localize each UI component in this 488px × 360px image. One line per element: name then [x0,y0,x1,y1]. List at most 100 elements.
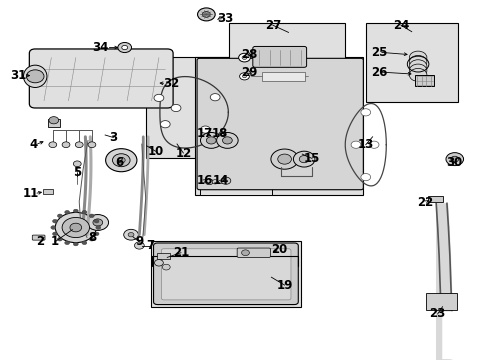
Circle shape [122,45,127,50]
Circle shape [200,126,210,133]
Text: 6: 6 [116,156,123,169]
Circle shape [408,51,426,64]
FancyBboxPatch shape [252,46,306,67]
Text: 1: 1 [51,235,59,248]
Circle shape [368,141,378,148]
Circle shape [242,75,246,78]
Circle shape [94,232,99,236]
Text: 17: 17 [196,127,212,140]
Text: 7: 7 [146,239,154,252]
Circle shape [212,180,218,184]
FancyBboxPatch shape [197,58,363,190]
Circle shape [89,238,94,241]
Text: 2: 2 [36,235,44,248]
Bar [426,293,456,310]
Circle shape [94,219,99,223]
Text: 11: 11 [22,187,39,200]
Circle shape [238,53,250,62]
Text: 8: 8 [88,231,96,244]
Circle shape [62,142,70,148]
Circle shape [70,223,81,232]
Text: 25: 25 [370,46,386,59]
Text: 30: 30 [446,156,462,169]
Text: 14: 14 [212,174,229,187]
Circle shape [134,242,144,249]
FancyBboxPatch shape [145,57,228,158]
Text: 28: 28 [241,48,257,60]
FancyBboxPatch shape [161,249,290,300]
Circle shape [360,109,370,116]
Circle shape [49,142,57,148]
Circle shape [55,212,96,243]
Text: 21: 21 [172,246,189,259]
Text: 16: 16 [196,174,212,187]
FancyBboxPatch shape [157,253,169,259]
Circle shape [51,226,56,229]
FancyBboxPatch shape [29,49,173,108]
Text: 3: 3 [109,131,117,144]
Circle shape [62,217,89,238]
Circle shape [82,211,87,214]
Text: 20: 20 [271,243,287,256]
Circle shape [200,132,222,148]
FancyBboxPatch shape [365,23,457,102]
FancyBboxPatch shape [43,189,53,194]
Circle shape [73,161,81,167]
Circle shape [87,215,108,230]
Circle shape [197,8,215,21]
FancyBboxPatch shape [199,155,271,195]
Circle shape [53,219,58,223]
Circle shape [49,117,59,124]
Circle shape [171,104,181,112]
Text: 26: 26 [370,66,386,78]
Circle shape [73,209,78,213]
Circle shape [64,241,69,244]
Text: 4: 4 [29,138,37,151]
FancyBboxPatch shape [427,196,442,202]
Circle shape [202,12,210,17]
Text: 29: 29 [241,66,257,78]
Circle shape [293,151,314,167]
FancyBboxPatch shape [32,235,45,240]
FancyBboxPatch shape [271,130,361,184]
Circle shape [105,149,137,172]
Circle shape [93,219,102,226]
Text: 33: 33 [216,12,233,24]
Text: 19: 19 [276,279,292,292]
FancyBboxPatch shape [150,241,301,307]
Text: 18: 18 [211,127,228,140]
FancyBboxPatch shape [153,243,298,305]
Circle shape [57,238,62,241]
Text: 23: 23 [428,307,445,320]
Circle shape [128,233,134,237]
Circle shape [26,70,44,83]
FancyBboxPatch shape [48,119,60,127]
Circle shape [299,156,308,163]
Circle shape [408,55,426,68]
Text: 32: 32 [163,77,179,90]
Circle shape [123,229,138,240]
Text: 24: 24 [392,19,408,32]
Circle shape [118,42,131,53]
Circle shape [75,142,83,148]
Circle shape [408,64,426,77]
Circle shape [277,154,291,164]
Circle shape [239,73,249,80]
Circle shape [117,157,125,163]
Circle shape [222,137,232,144]
Circle shape [241,250,249,256]
FancyBboxPatch shape [194,57,363,195]
Circle shape [96,226,101,229]
Text: 12: 12 [175,147,191,159]
Circle shape [450,156,458,162]
Circle shape [221,177,230,184]
Circle shape [112,154,130,167]
Circle shape [350,141,360,148]
FancyBboxPatch shape [414,75,433,86]
Circle shape [210,94,220,101]
Text: 22: 22 [416,196,433,209]
Circle shape [82,241,87,244]
Circle shape [160,121,170,128]
Circle shape [206,137,216,144]
FancyBboxPatch shape [237,248,270,257]
